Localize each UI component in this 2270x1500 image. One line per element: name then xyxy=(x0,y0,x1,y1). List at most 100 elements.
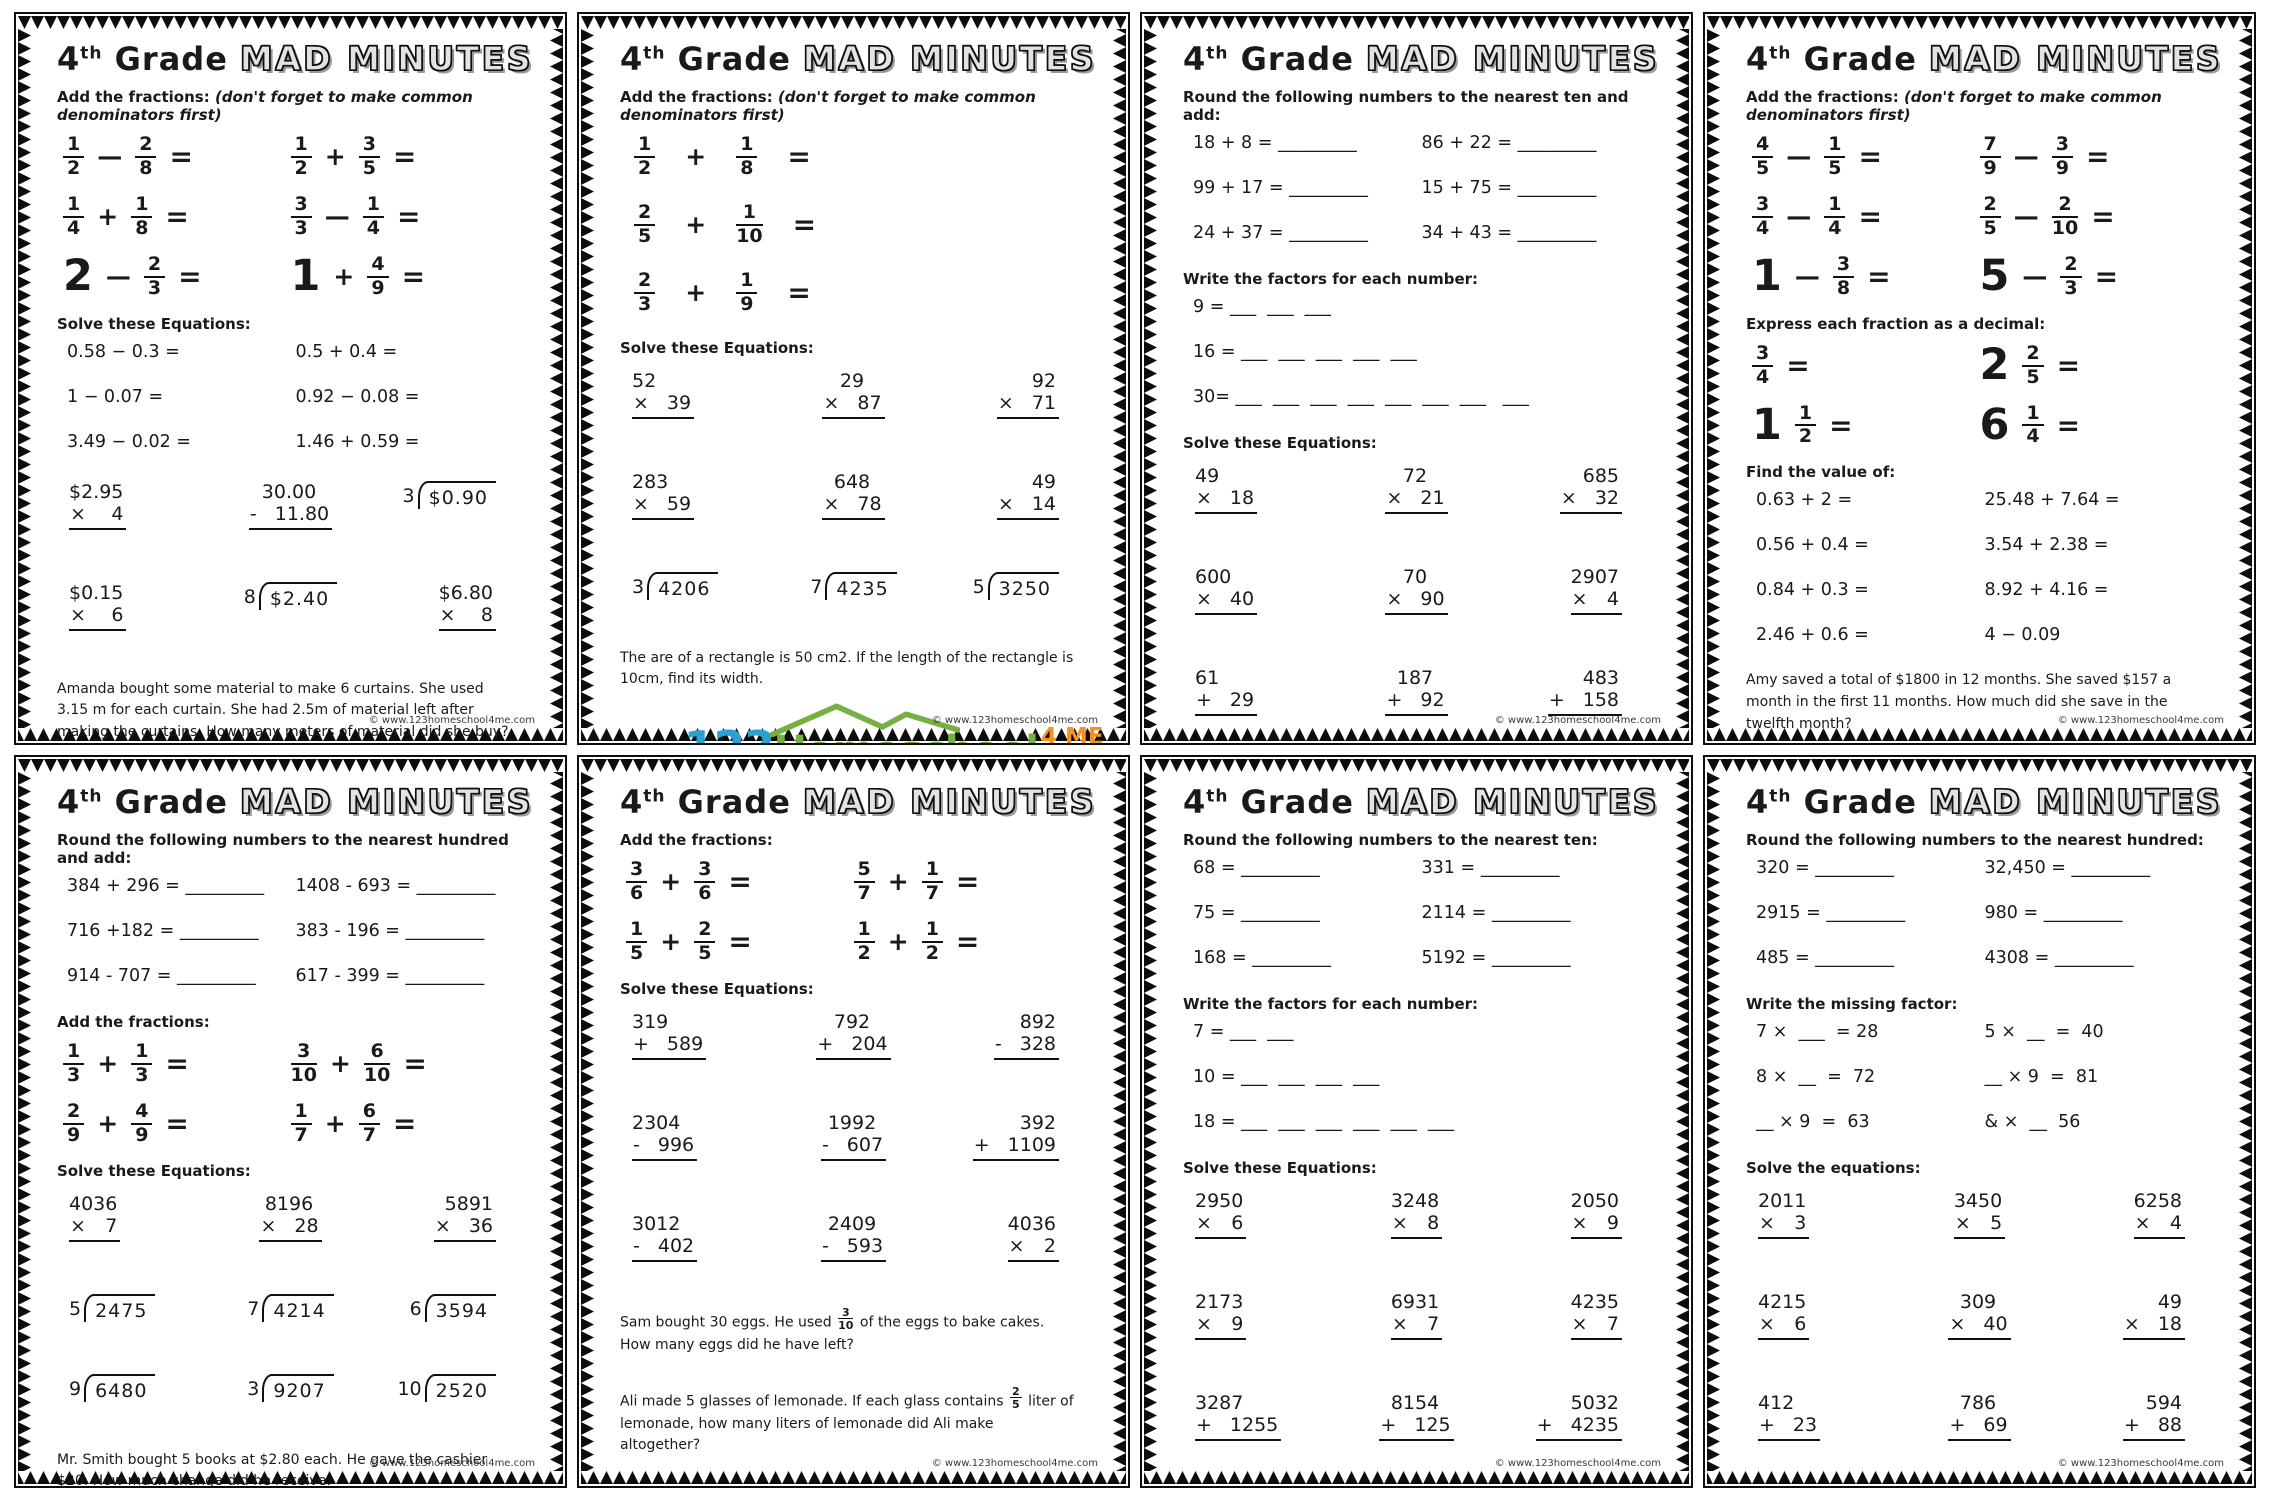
section-label: Solve these Equations: xyxy=(57,1162,524,1180)
operator: + xyxy=(1380,1414,1397,1436)
operator-and-bottom-operand: +88 xyxy=(2122,1414,2186,1441)
title-grade-word: Grade xyxy=(1228,40,1354,78)
vertical-problem-column: 4235 × 7 xyxy=(1490,1291,1638,1340)
title-grade-num: 4 xyxy=(620,40,644,78)
page-title: 4th Grade MAD MINUTES xyxy=(1746,781,2220,821)
title-mad-minutes: MAD MINUTES xyxy=(239,781,534,821)
section-label: Write the missing factor: xyxy=(1746,995,2213,1013)
dividend: 2520 xyxy=(424,1373,497,1402)
bottom-operand: 7 xyxy=(1606,1313,1620,1335)
bottom-operand: 6 xyxy=(111,603,124,626)
math-operator: + xyxy=(97,1109,119,1139)
equation: 2915 = _________ xyxy=(1756,903,1906,923)
section-label-text: Add the fractions: xyxy=(1746,88,1899,106)
divisor: 8 xyxy=(243,585,256,608)
equation-row: 914 - 707 = _________ 617 - 399 = _______… xyxy=(57,966,524,986)
bottom-operand: 40 xyxy=(1983,1313,2008,1335)
vertical-problem: 8196 × 28 xyxy=(259,1193,322,1242)
page-title: 4th Grade MAD MINUTES xyxy=(57,38,531,78)
vertical-problem: 1992-607 xyxy=(820,1112,887,1161)
equation: 0.84 + 0.3 = xyxy=(1756,580,1869,601)
equation: 914 - 707 = _________ xyxy=(67,966,256,986)
fraction-denominator: 10 xyxy=(363,1063,391,1086)
word-problem-text: Ali made 5 glasses of lemonade. If each … xyxy=(620,1393,1008,1410)
bottom-operand: 5 xyxy=(1990,1212,2003,1234)
top-operand: 786 xyxy=(1959,1392,1997,1414)
logo-wordmark: 123Homeschool4 ME xyxy=(684,725,1104,743)
equation: 86 + 22 = _________ xyxy=(1421,133,1597,153)
fraction-numerator: 1 xyxy=(736,270,758,294)
bottom-operand: 1109 xyxy=(1007,1133,1057,1156)
vertical-problem: 5891 × 36 xyxy=(433,1193,497,1242)
top-operand: $6.80 xyxy=(438,581,494,604)
bottom-operand: 996 xyxy=(657,1133,695,1156)
section-label-text: Solve these Equations: xyxy=(57,314,251,333)
copyright-text: © www.123homeschool4me.com xyxy=(1494,715,1661,726)
vertical-problem: 4235 × 7 xyxy=(1570,1291,1623,1340)
section-label-note: (don't forget to make common denominator… xyxy=(620,88,1036,124)
whole-number: 1 xyxy=(1752,400,1782,451)
bottom-operand: 90 xyxy=(1420,588,1445,610)
whole-number: 6 xyxy=(1979,400,2010,451)
divisor: 6 xyxy=(409,1297,422,1320)
equals-sign: = xyxy=(1858,200,1882,234)
title-grade-sup: th xyxy=(643,43,666,64)
fraction-equation-row: 2 9 +4 9 = 1 7 +6 7 = xyxy=(57,1101,524,1146)
fraction-numerator: 4 xyxy=(1752,134,1774,158)
operator-and-bottom-operand: × 4 xyxy=(2133,1212,2186,1239)
whole-number: 2 xyxy=(63,251,93,302)
vertical-problem: 2173 × 9 xyxy=(1195,1291,1247,1340)
fraction-numerator: 1 xyxy=(1824,134,1846,158)
bottom-operand: 92 xyxy=(1420,689,1445,711)
bottom-operand: 8 xyxy=(480,603,494,626)
math-operator: + xyxy=(660,927,682,957)
fraction-equation-row: 1 5 +2 5 = 1 2 +1 2 = xyxy=(620,919,1087,964)
equals-sign: = xyxy=(792,208,817,242)
vertical-problem: $2.95 × 4 xyxy=(69,481,127,530)
bottom-operand: 158 xyxy=(1582,689,1620,711)
vertical-problem-column: 187 +92 xyxy=(1343,667,1491,716)
divisor: 7 xyxy=(810,575,823,598)
top-operand: 2304 xyxy=(632,1111,681,1134)
vertical-problem-column: 483 +158 xyxy=(1490,667,1638,716)
section-label-text: Solve these Equations: xyxy=(620,979,814,998)
operator-and-bottom-operand: +29 xyxy=(1195,689,1258,716)
fraction-numerator: 2 xyxy=(634,270,656,294)
fraction-numerator: 1 xyxy=(1794,403,1817,427)
fraction: 1 10 xyxy=(736,202,763,247)
operator: × xyxy=(1196,1212,1212,1234)
operator: × xyxy=(997,492,1014,515)
long-division-problem: 3 $0.90 xyxy=(403,480,497,509)
bottom-operand: 204 xyxy=(851,1032,888,1055)
operator-and-bottom-operand: × 7 xyxy=(1390,1313,1443,1340)
title-grade-sup: th xyxy=(80,43,103,64)
bottom-operand: 36 xyxy=(468,1214,494,1237)
equation: 5 × __ = 40 xyxy=(1984,1022,2104,1042)
equation: 30= ___ ___ ___ ___ ___ ___ ___ ___ xyxy=(1193,387,1529,407)
border-zigzag-left xyxy=(581,29,594,728)
equation: 8 × __ = 72 xyxy=(1756,1067,1876,1087)
fraction-equation-row: 2—2 3 = 1 +4 9 = xyxy=(57,251,524,302)
equation-row: 2.46 + 0.6 = 4 − 0.09 xyxy=(1746,625,2213,645)
fraction-equation: 3 10 +6 10 = xyxy=(290,1041,519,1086)
title-grade-word: Grade xyxy=(1791,40,1917,78)
operator-and-bottom-operand: -328 xyxy=(993,1033,1060,1060)
word-problem-text: Sam bought 30 eggs. He used xyxy=(620,1314,837,1331)
equation-row: 10 = ___ ___ ___ ___ xyxy=(1183,1067,1650,1087)
equation: 2114 = _________ xyxy=(1421,903,1571,923)
bottom-operand: 39 xyxy=(666,391,692,414)
fraction-equation: 1 5 +2 5 = xyxy=(626,919,854,964)
bottom-operand: 18 xyxy=(2157,1313,2183,1335)
divisor: 5 xyxy=(69,1297,82,1320)
operator-and-bottom-operand: -593 xyxy=(820,1235,887,1262)
vertical-problems-row: 2950 × 6 3248 × 8 2050 × 9 xyxy=(1183,1190,1650,1239)
border-zigzag-left xyxy=(1707,29,1720,728)
operator: - xyxy=(821,1133,829,1156)
border-zigzag-left xyxy=(18,772,31,1471)
top-operand: 30.00 xyxy=(261,480,317,503)
